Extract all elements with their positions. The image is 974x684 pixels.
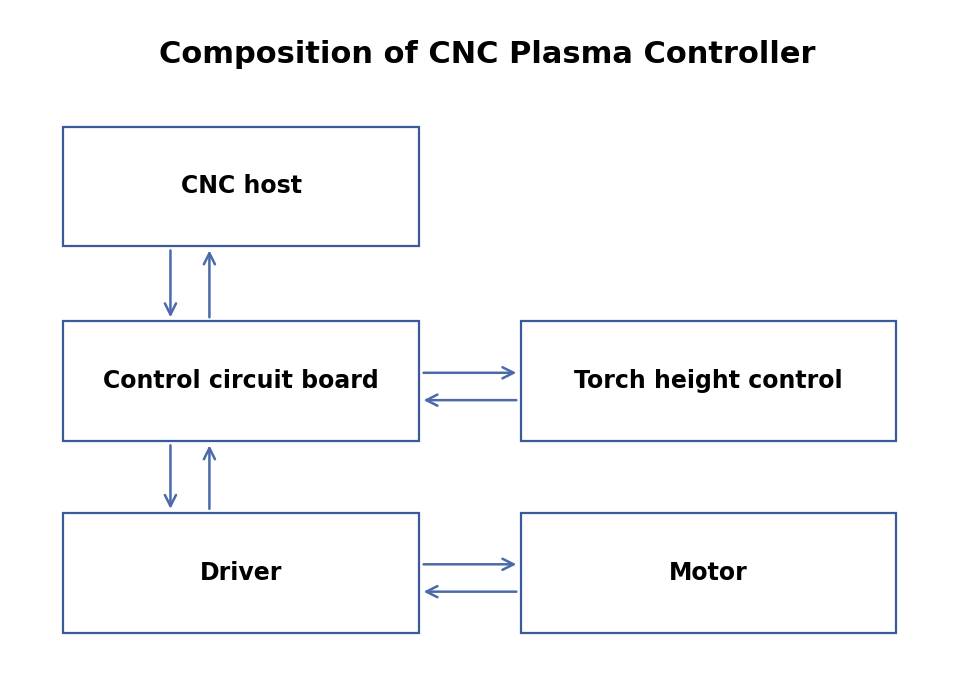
Text: Driver: Driver (200, 561, 282, 585)
Bar (521, 513, 896, 633)
Text: CNC host: CNC host (180, 174, 302, 198)
Text: Control circuit board: Control circuit board (103, 369, 379, 393)
Bar (521, 321, 896, 441)
Bar (63, 513, 419, 633)
Text: Torch height control: Torch height control (575, 369, 843, 393)
Text: Motor: Motor (669, 561, 748, 585)
Bar (63, 127, 419, 246)
Bar (63, 321, 419, 441)
Text: Composition of CNC Plasma Controller: Composition of CNC Plasma Controller (159, 40, 815, 69)
